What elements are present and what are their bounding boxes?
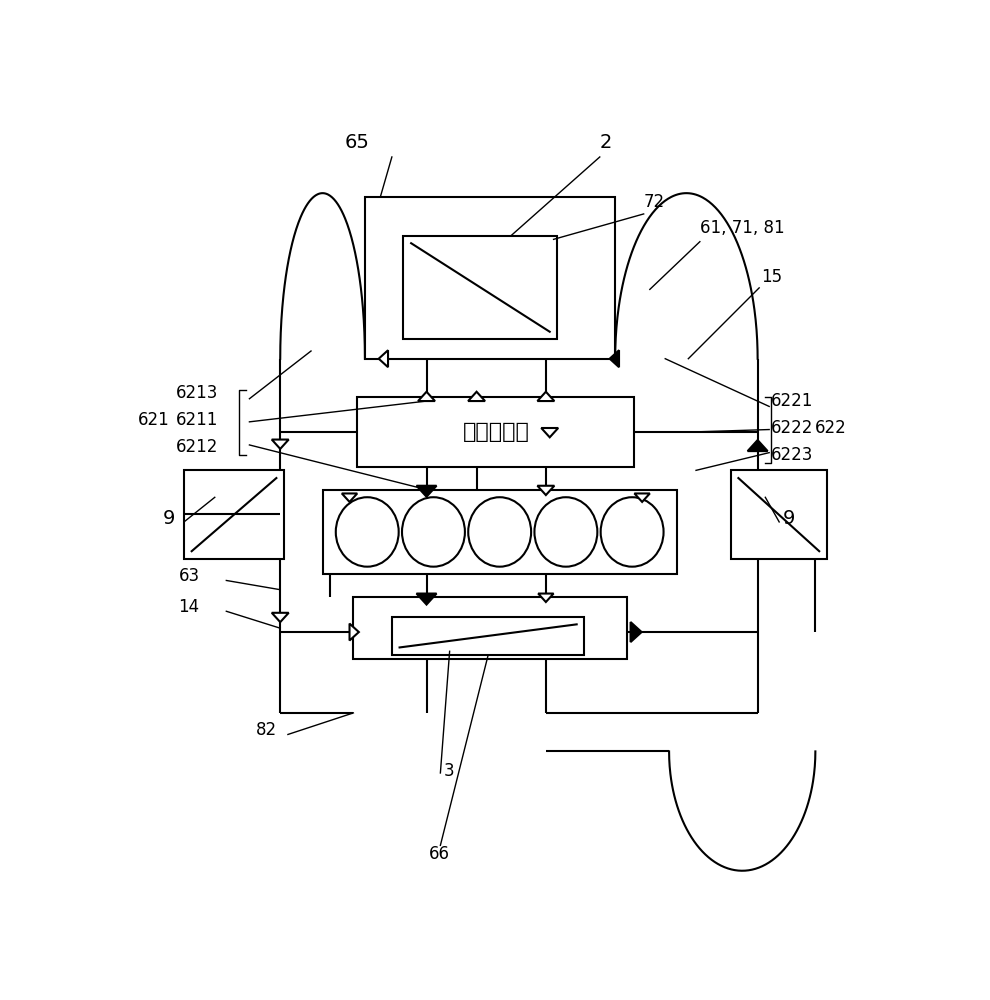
Bar <box>404 235 557 339</box>
Polygon shape <box>538 486 554 495</box>
Text: 65: 65 <box>345 133 369 152</box>
Text: 61, 71, 81: 61, 71, 81 <box>700 219 784 237</box>
Text: 15: 15 <box>761 268 783 286</box>
Bar <box>323 490 677 574</box>
Text: 14: 14 <box>178 598 200 616</box>
Polygon shape <box>631 622 642 642</box>
Polygon shape <box>468 392 485 401</box>
Polygon shape <box>349 624 358 641</box>
Text: 621: 621 <box>138 411 169 429</box>
Polygon shape <box>610 350 619 367</box>
Text: 6221: 6221 <box>770 392 813 410</box>
Polygon shape <box>271 440 289 449</box>
Text: 9: 9 <box>163 509 175 528</box>
Ellipse shape <box>601 497 663 567</box>
Polygon shape <box>747 440 767 451</box>
Text: 高压输送器: 高压输送器 <box>462 422 530 442</box>
Polygon shape <box>539 594 553 602</box>
Text: 9: 9 <box>782 509 795 528</box>
Polygon shape <box>417 486 437 497</box>
Text: 63: 63 <box>178 567 200 585</box>
Polygon shape <box>271 613 289 622</box>
Polygon shape <box>538 392 554 401</box>
Bar <box>357 397 635 466</box>
Text: 3: 3 <box>444 762 454 780</box>
Text: 82: 82 <box>255 721 277 739</box>
Text: 2: 2 <box>600 133 612 152</box>
Ellipse shape <box>468 497 531 567</box>
Bar <box>353 597 627 659</box>
Text: 6211: 6211 <box>176 411 219 429</box>
Text: 6223: 6223 <box>770 446 813 464</box>
Bar <box>731 470 827 559</box>
Ellipse shape <box>402 497 465 567</box>
Bar <box>184 470 284 559</box>
Polygon shape <box>342 493 357 502</box>
Text: 66: 66 <box>429 845 450 863</box>
Text: 6213: 6213 <box>176 384 219 402</box>
Text: 72: 72 <box>644 193 665 211</box>
Ellipse shape <box>535 497 597 567</box>
Polygon shape <box>417 594 437 605</box>
Bar <box>392 617 584 655</box>
Text: 6222: 6222 <box>770 419 813 437</box>
Polygon shape <box>542 428 558 437</box>
Polygon shape <box>379 350 388 367</box>
Text: 622: 622 <box>816 419 847 437</box>
Polygon shape <box>418 392 435 401</box>
Text: 6212: 6212 <box>176 438 219 456</box>
Ellipse shape <box>336 497 399 567</box>
Polygon shape <box>635 493 649 502</box>
Bar <box>365 197 615 359</box>
